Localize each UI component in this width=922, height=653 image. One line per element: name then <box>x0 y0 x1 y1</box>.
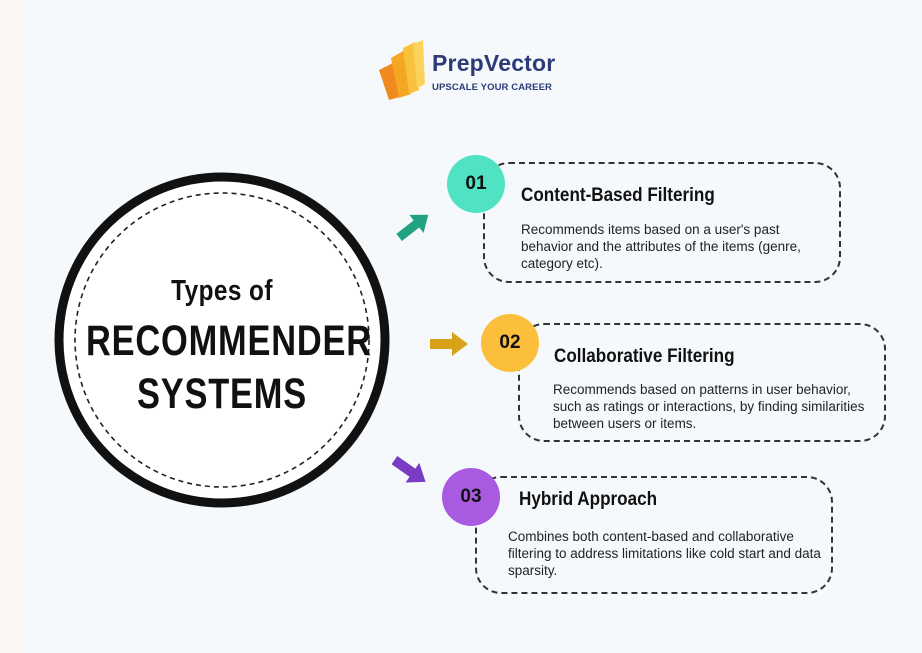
arrow-icon-02 <box>430 332 468 356</box>
badge-03: 03 <box>442 468 500 526</box>
card-desc-01: Recommends items based on a user's past … <box>521 222 801 271</box>
brand-logo: PrepVector UPSCALE YOUR CAREER <box>375 40 565 102</box>
card-title-01: Content-Based Filtering <box>521 185 715 206</box>
brand-name: PrepVector <box>432 50 556 76</box>
center-title-line3: SYSTEMS <box>137 370 307 418</box>
card-hybrid <box>475 476 833 594</box>
card-title-03: Hybrid Approach <box>519 489 658 510</box>
brand-tagline: UPSCALE YOUR CAREER <box>432 82 552 93</box>
prepvector-logo-icon <box>379 40 425 100</box>
arrow-icon-01 <box>396 214 429 242</box>
card-content-based <box>483 162 841 283</box>
card-collaborative <box>518 323 886 442</box>
card-desc-02: Recommends based on patterns in user beh… <box>553 382 865 431</box>
center-title-line1: Types of <box>171 275 273 307</box>
center-circle <box>54 172 390 508</box>
arrow-icon-03 <box>391 456 426 483</box>
card-desc-03: Combines both content-based and collabor… <box>508 529 821 578</box>
badge-01: 01 <box>447 155 505 213</box>
badge-02: 02 <box>481 314 539 372</box>
center-title-line2: RECOMMENDER <box>86 317 372 365</box>
card-title-02: Collaborative Filtering <box>554 346 735 367</box>
